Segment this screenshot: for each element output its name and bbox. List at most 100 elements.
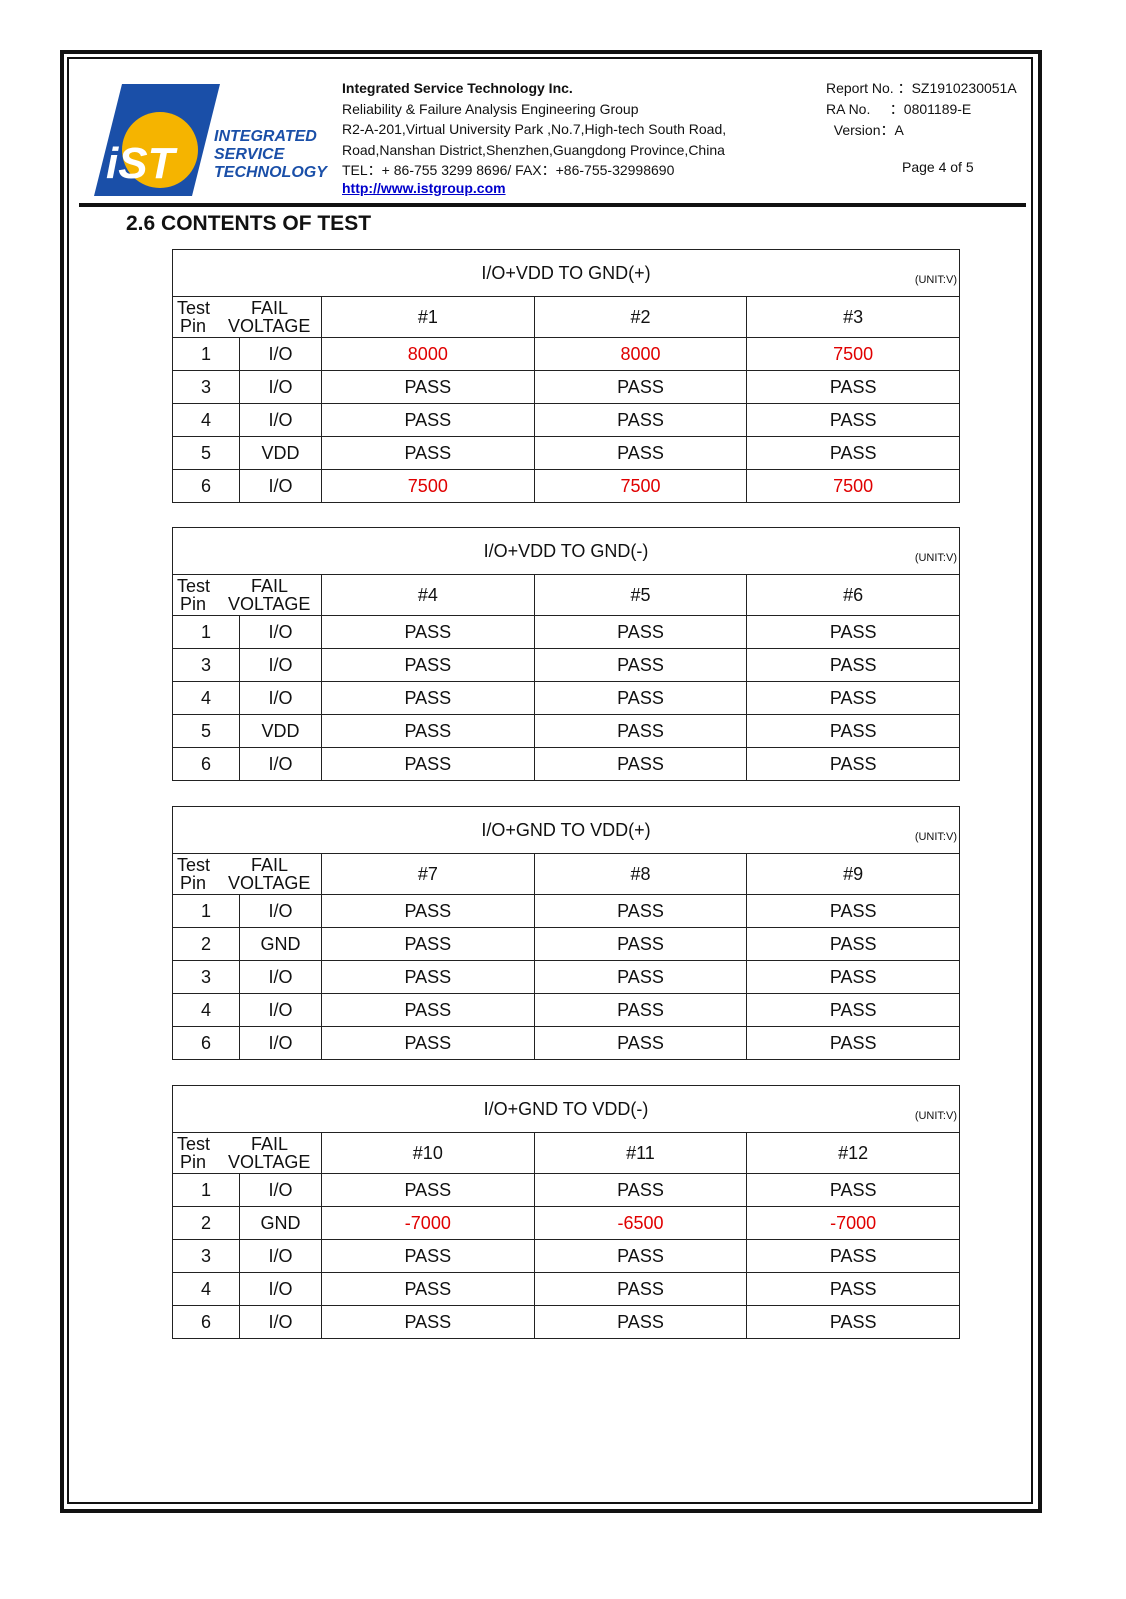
pin-type-cell: I/O [239,1026,322,1060]
pin-cell: 3 [172,648,240,682]
pin-type-cell: I/O [239,648,322,682]
pin-cell: 2 [172,927,240,961]
sample-header: #7 [321,853,535,895]
pin-type-cell: I/O [239,615,322,649]
sample-header: #9 [746,853,960,895]
pin-cell: 1 [172,894,240,928]
company-url-link[interactable]: http://www.istgroup.com [342,179,506,196]
pin-type-cell: I/O [239,960,322,994]
fail-voltage-cell: -7000 [746,1206,960,1240]
table-row: 1 I/O 8000 8000 7500 [172,337,960,371]
pass-cell: PASS [746,894,960,928]
sample-header: #3 [746,296,960,338]
pin-type-cell: I/O [239,337,322,371]
sample-header: #1 [321,296,535,338]
pass-cell: PASS [321,714,535,748]
header-voltage: VOLTAGE [228,594,311,614]
table-title: I/O+VDD TO GND(+) [481,262,651,283]
pass-cell: PASS [321,403,535,437]
company-address-1: R2-A-201,Virtual University Park ,No.7,H… [342,121,727,137]
pin-type-cell: I/O [239,370,322,404]
table-row: 2 GND PASS PASS PASS [172,927,960,961]
pass-cell: PASS [746,1272,960,1306]
company-tel: TEL：+ 86-755 3299 8696/ FAX：+86-755-3299… [342,162,675,178]
pin-type-cell: I/O [239,469,322,503]
ra-number: RA No. ：0801189-E [826,101,972,117]
pass-cell: PASS [321,436,535,470]
table-row: 6 I/O PASS PASS PASS [172,747,960,781]
pass-cell: PASS [321,747,535,781]
pass-cell: PASS [533,615,748,649]
fail-voltage-cell: 7500 [321,469,535,503]
table-row: 1 I/O PASS PASS PASS [172,1173,960,1207]
header-voltage: VOLTAGE [228,873,311,893]
table-title-cell: I/O+VDD TO GND(-) (UNIT:V) [172,527,960,575]
table-row: 6 I/O 7500 7500 7500 [172,469,960,503]
pin-cell: 4 [172,993,240,1027]
table-row: 4 I/O PASS PASS PASS [172,993,960,1027]
pass-cell: PASS [746,714,960,748]
pin-cell: 3 [172,1239,240,1273]
header-test: Test [177,855,211,875]
pin-type-cell: I/O [239,747,322,781]
table-title: I/O+VDD TO GND(-) [483,540,649,561]
pass-cell: PASS [533,747,748,781]
table-row: 5 VDD PASS PASS PASS [172,714,960,748]
pass-cell: PASS [746,615,960,649]
sample-header: #10 [321,1132,535,1174]
pass-cell: PASS [533,1305,748,1339]
pin-cell: 1 [172,1173,240,1207]
pass-cell: PASS [746,960,960,994]
page-number: Page 4 of 5 [902,159,974,175]
pin-cell: 4 [172,403,240,437]
header-pin-voltage: Test FAIL Pin VOLTAGE [172,574,322,616]
pin-type-cell: I/O [239,1239,322,1273]
pass-cell: PASS [533,960,748,994]
header-pin-voltage: Test FAIL Pin VOLTAGE [172,853,322,895]
company-address-2: Road,Nanshan District,Shenzhen,Guangdong… [342,141,725,158]
fail-voltage-cell: 8000 [321,337,535,371]
pass-cell: PASS [746,370,960,404]
pass-cell: PASS [533,403,748,437]
pass-cell: PASS [746,648,960,682]
table-row: 3 I/O PASS PASS PASS [172,370,960,404]
table-row: 3 I/O PASS PASS PASS [172,1239,960,1273]
pass-cell: PASS [533,1272,748,1306]
header-test: Test [177,1134,211,1154]
sample-header: #2 [533,296,748,338]
pin-cell: 4 [172,1272,240,1306]
table-row: 4 I/O PASS PASS PASS [172,403,960,437]
pass-cell: PASS [746,1239,960,1273]
pass-cell: PASS [746,681,960,715]
pin-cell: 5 [172,436,240,470]
pass-cell: PASS [321,1026,535,1060]
table-row: 3 I/O PASS PASS PASS [172,960,960,994]
ist-logo: iST INTEGRATED SERVICE TECHNOLOGY [94,84,328,196]
fail-voltage-cell: -7000 [321,1206,535,1240]
table-row: 4 I/O PASS PASS PASS [172,1272,960,1306]
pass-cell: PASS [321,648,535,682]
pin-type-cell: GND [239,1206,322,1240]
pass-cell: PASS [533,927,748,961]
sample-header: #12 [746,1132,960,1174]
pin-type-cell: I/O [239,681,322,715]
result-table: I/O+GND TO VDD(+) (UNIT:V) Test FAIL Pin… [172,806,960,1060]
header-fail: FAIL [251,855,289,875]
table-row: 3 I/O PASS PASS PASS [172,648,960,682]
pin-type-cell: GND [239,927,322,961]
page-border-inner [67,57,1033,1504]
pass-cell: PASS [533,1173,748,1207]
report-info: Report No. ：SZ1910230051A RA No. ：080118… [826,78,1017,141]
pass-cell: PASS [746,1173,960,1207]
pass-cell: PASS [321,1239,535,1273]
table-title: I/O+GND TO VDD(-) [483,1098,649,1119]
pin-cell: 3 [172,370,240,404]
table-title-cell: I/O+GND TO VDD(-) (UNIT:V) [172,1085,960,1133]
pass-cell: PASS [321,960,535,994]
pin-cell: 2 [172,1206,240,1240]
pin-cell: 6 [172,1026,240,1060]
pin-cell: 1 [172,615,240,649]
header-fail: FAIL [251,1134,289,1154]
pass-cell: PASS [746,747,960,781]
